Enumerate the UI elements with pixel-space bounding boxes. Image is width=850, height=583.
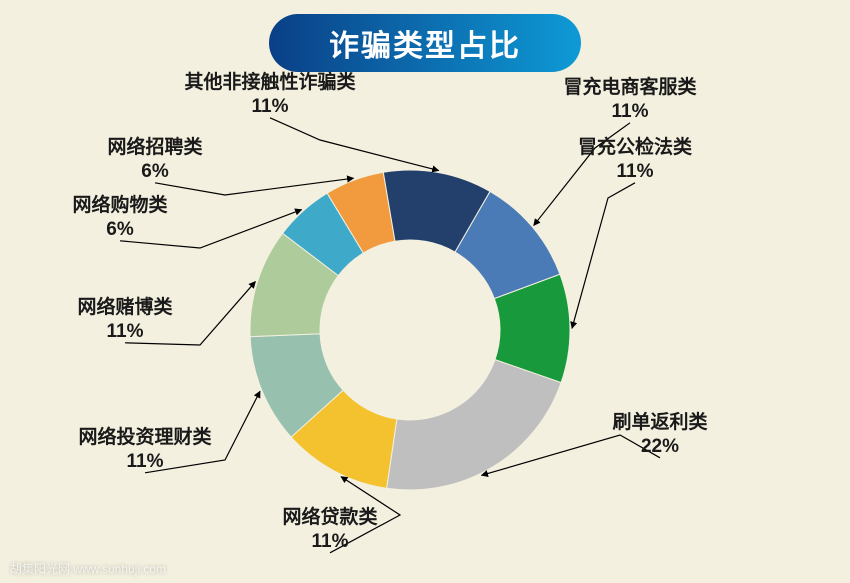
slice-percent: 11% [578,160,692,184]
slice-percent: 6% [108,160,203,184]
slice-name: 冒充公检法类 [578,136,692,160]
slice-percent: 6% [73,218,168,242]
slice-label: 网络购物类6% [73,194,168,242]
slice-percent: 11% [78,320,173,344]
slice-name: 刷单返利类 [613,411,708,435]
chart-stage: 诈骗类型占比 冒充电商客服类11%冒充公检法类11%刷单返利类22%网络贷款类1… [0,0,850,583]
slice-percent: 11% [79,450,212,474]
slice-name: 网络投资理财类 [79,426,212,450]
donut-slice [387,360,561,490]
slice-name: 网络赌博类 [78,296,173,320]
slice-percent: 11% [564,100,697,124]
slice-name: 网络招聘类 [108,136,203,160]
slice-name: 网络贷款类 [283,506,378,530]
slice-percent: 11% [185,95,356,119]
slice-label: 网络赌博类11% [78,296,173,344]
slice-name: 网络购物类 [73,194,168,218]
leader-line [572,183,635,329]
donut-chart [0,0,850,583]
slice-label: 其他非接触性诈骗类11% [185,71,356,119]
leader-line [270,118,439,171]
slice-label: 网络投资理财类11% [79,426,212,474]
slice-label: 刷单返利类22% [613,411,708,459]
slice-label: 网络贷款类11% [283,506,378,554]
slice-name: 冒充电商客服类 [564,76,697,100]
slice-label: 冒充电商客服类11% [564,76,697,124]
slice-percent: 11% [283,530,378,554]
slice-name: 其他非接触性诈骗类 [185,71,356,95]
slice-label: 冒充公检法类11% [578,136,692,184]
slice-label: 网络招聘类6% [108,136,203,184]
slice-percent: 22% [613,435,708,459]
